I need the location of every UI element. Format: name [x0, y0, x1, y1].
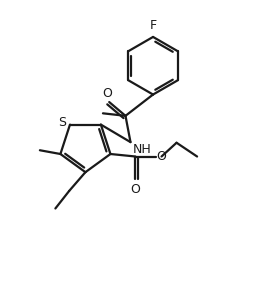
Text: NH: NH: [133, 143, 151, 156]
Text: S: S: [58, 116, 67, 129]
Text: O: O: [102, 87, 112, 100]
Text: F: F: [150, 19, 157, 33]
Text: O: O: [131, 183, 141, 196]
Text: O: O: [156, 150, 166, 163]
